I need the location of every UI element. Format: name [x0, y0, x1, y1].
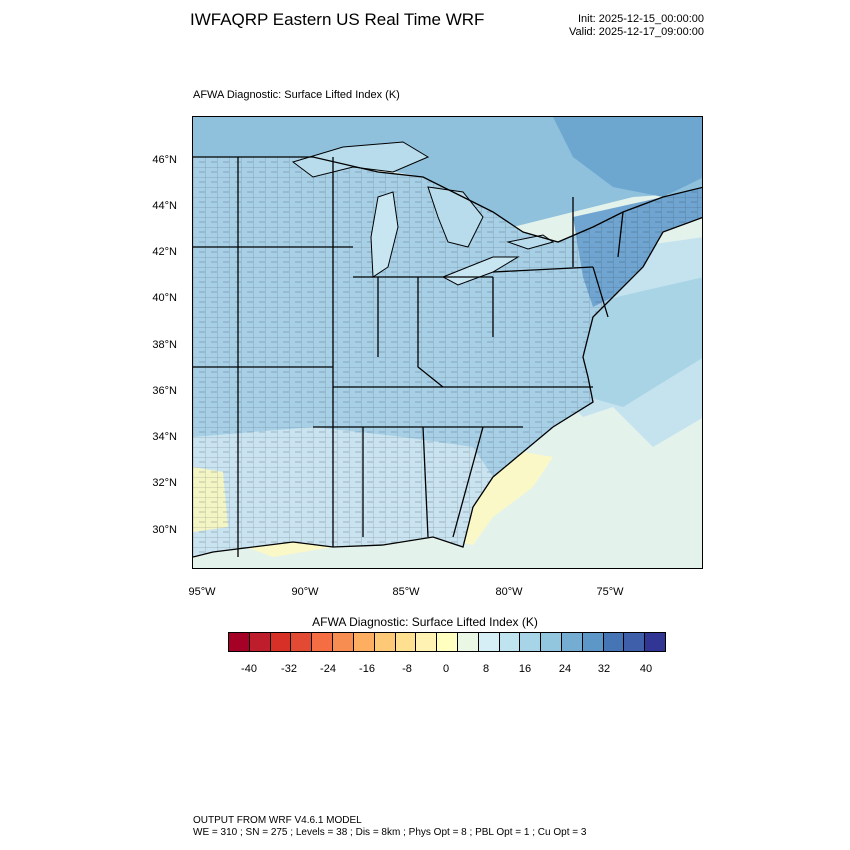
colorbar-tick-label: 32: [597, 663, 611, 675]
colorbar-tick-label: -32: [281, 663, 297, 675]
colorbar-segment: [437, 633, 458, 651]
lake-superior: [291, 141, 430, 178]
lake-ontario: [506, 234, 555, 250]
colorbar-segment: [353, 633, 375, 651]
lat-label: 44°N: [152, 200, 177, 212]
colorbar-segment: [499, 633, 521, 651]
footer-config-line: WE = 310 ; SN = 275 ; Levels = 38 ; Dis …: [193, 827, 587, 838]
lat-label: 36°N: [152, 385, 177, 397]
colorbar-segment: [624, 633, 646, 651]
colorbar-segment: [333, 633, 354, 651]
colorbar-segment: [249, 633, 271, 651]
lon-label: 80°W: [495, 586, 523, 598]
footer-model-line: OUTPUT FROM WRF V4.6.1 MODEL: [193, 815, 362, 826]
init-valid-times: Init: 2025-12-15_00:00:00 Valid: 2025-12…: [569, 13, 704, 39]
colorbar-tick-label: 0: [442, 663, 450, 675]
main-title: IWFAQRP Eastern US Real Time WRF: [190, 10, 485, 29]
colorbar-tick-label: -24: [320, 663, 336, 675]
colorbar-segment: [416, 633, 438, 651]
colorbar-segment: [478, 633, 500, 651]
colorbar-segment: [582, 633, 604, 651]
plot-field-label: AFWA Diagnostic: Surface Lifted Index (K…: [193, 89, 400, 101]
colorbar-segment: [312, 633, 334, 651]
lake-erie: [441, 256, 520, 286]
colorbar-segment: [395, 633, 417, 651]
lake-michigan: [370, 191, 399, 278]
lat-label: 42°N: [152, 246, 177, 258]
colorbar: [228, 632, 666, 652]
lat-label: 34°N: [152, 431, 177, 443]
colorbar-segment: [645, 633, 666, 651]
colorbar-tick-label: 8: [482, 663, 490, 675]
colorbar-tick-label: 40: [639, 663, 653, 675]
colorbar-segment: [229, 633, 250, 651]
colorbar-segment: [374, 633, 396, 651]
colorbar-tick-label: -40: [241, 663, 257, 675]
init-time: Init: 2025-12-15_00:00:00: [578, 13, 704, 25]
colorbar-tick-label: 24: [558, 663, 572, 675]
lon-label: 95°W: [188, 586, 216, 598]
colorbar-tick-label: -8: [402, 663, 412, 675]
lon-label: 85°W: [392, 586, 420, 598]
colorbar-segment: [457, 633, 479, 651]
colorbar-segment: [291, 633, 313, 651]
colorbar-tick-label: -16: [359, 663, 375, 675]
colorbar-segment: [270, 633, 292, 651]
lon-label: 75°W: [596, 586, 624, 598]
map-canvas: [193, 117, 702, 568]
colorbar-segment: [562, 633, 583, 651]
lon-label: 90°W: [291, 586, 319, 598]
colorbar-segment: [603, 633, 625, 651]
lake-huron: [427, 186, 484, 248]
lat-label: 32°N: [152, 477, 177, 489]
map-plot: [192, 116, 703, 569]
canada-east-dark: [553, 117, 702, 197]
state-borders: [193, 156, 702, 558]
valid-time: Valid: 2025-12-17_09:00:00: [569, 26, 704, 38]
lat-label: 46°N: [152, 154, 177, 166]
lat-label: 38°N: [152, 339, 177, 351]
lat-label: 30°N: [152, 524, 177, 536]
colorbar-tick-label: 16: [518, 663, 532, 675]
colorbar-segment: [541, 633, 562, 651]
lat-label: 40°N: [152, 292, 177, 304]
colorbar-title: AFWA Diagnostic: Surface Lifted Index (K…: [312, 615, 538, 629]
colorbar-segment: [520, 633, 542, 651]
footer: OUTPUT FROM WRF V4.6.1 MODEL WE = 310 ; …: [193, 815, 586, 839]
